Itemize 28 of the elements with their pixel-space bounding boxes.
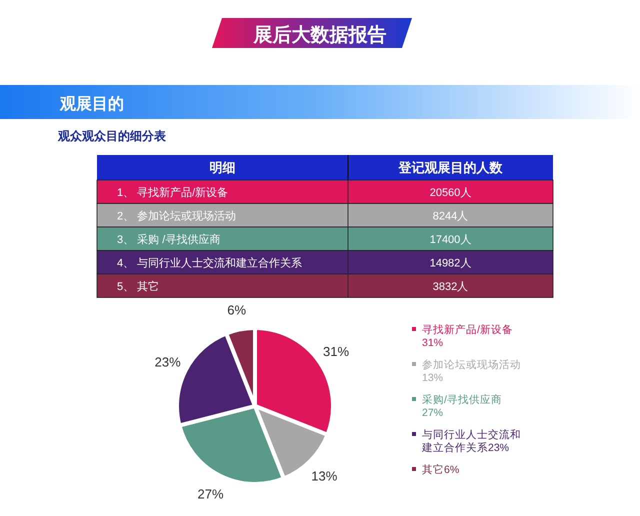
- data-label: 8244人: [432, 210, 468, 222]
- legend-label: 与同行业人士交流和建立合作关系23%: [421, 428, 521, 454]
- legend-label: 采购/寻找供应商: [422, 393, 502, 406]
- text: 明细: [210, 160, 236, 175]
- data-label: 14982人: [430, 258, 472, 270]
- category-label: 5、 其它: [117, 280, 160, 293]
- text: 观展目的: [59, 95, 124, 113]
- category-label: 1、 寻找新产品/新设备: [117, 186, 228, 199]
- data-label: 31%: [323, 344, 350, 359]
- category-label: 2、 参加论坛或现场活动: [117, 210, 236, 222]
- text: 31%: [422, 337, 444, 349]
- legend-label: 其它6%: [422, 463, 460, 476]
- text: 27%: [422, 407, 444, 419]
- text: 观众观众目的细分表: [57, 129, 167, 143]
- legend-label: 参加论坛或现场活动: [422, 358, 521, 371]
- data-label: 3832人: [432, 281, 468, 293]
- data-label: 13%: [311, 468, 338, 484]
- data-label: 27%: [197, 486, 224, 502]
- legend-label: 寻找新产品/新设备: [422, 323, 513, 336]
- data-label: 23%: [154, 354, 182, 370]
- data-label: 17400人: [430, 234, 472, 246]
- text: 登记观展目的人数: [398, 160, 504, 175]
- text: 13%: [422, 372, 444, 384]
- text: 展后大数据报告: [252, 24, 386, 46]
- data-label: 6%: [227, 302, 246, 318]
- category-label: 3、 采购 /寻找供应商: [117, 233, 220, 246]
- category-label: 4、 与同行业人士交流和建立合作关系: [117, 256, 302, 270]
- data-label: 20560人: [430, 187, 472, 199]
